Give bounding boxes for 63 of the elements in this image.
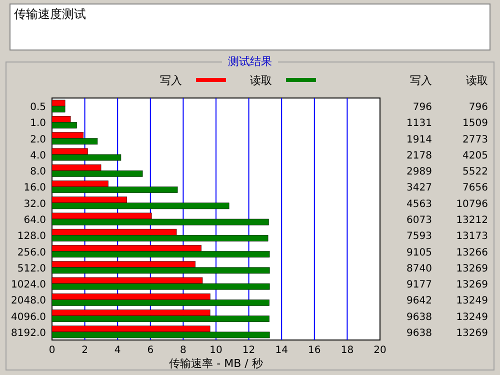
x-tick-label: 8 [180,345,186,356]
text: 2178 [406,150,432,162]
text: 2773 [462,134,488,146]
text: 4563 [406,198,432,210]
text: 读取 [466,74,488,87]
text: 9105 [406,247,432,258]
x-tick-label: 6 [147,345,154,356]
x-tick-label: 2 [82,345,88,356]
chart-subtitle: 测试结果 [228,55,272,68]
chart-title: 传输速度测试 [14,7,86,21]
y-tick-label: 1024.0 [11,280,46,291]
y-tick-label: 8192.0 [11,328,46,339]
y-tick-label: 4096.0 [11,312,46,323]
text: 9642 [406,296,432,307]
y-tick-label: 2048.0 [11,296,46,307]
x-tick-label: 20 [374,345,386,356]
text: 13269 [456,263,488,274]
y-tick-label: 2.0 [30,134,46,146]
text: 7593 [406,231,432,242]
text: 9638 [406,312,432,323]
x-tick-label: 10 [210,345,222,356]
text: 写入 [410,74,432,87]
text: 796 [468,102,488,114]
x-tick-label: 12 [242,345,256,356]
text: 7656 [462,182,488,194]
text: 1131 [406,118,432,130]
text: 8740 [406,263,432,274]
x-axis-title: 传输速率 - MB / 秒 [169,357,263,370]
text: 9177 [406,280,432,291]
text: 13269 [456,328,488,339]
y-tick-label: 64.0 [24,215,46,226]
text: 13249 [456,296,488,307]
text: 6073 [406,215,432,226]
x-tick-label: 18 [340,345,354,356]
text: 10796 [456,198,488,210]
y-tick-label: 128.0 [17,231,46,242]
y-tick-label: 512.0 [17,263,46,274]
text: 1914 [406,134,432,146]
text: 13249 [456,312,488,323]
text: 13173 [456,231,488,242]
text: 13269 [456,280,488,291]
y-tick-label: 4.0 [30,150,46,162]
text: 2989 [406,166,432,178]
text: 1509 [462,118,488,130]
legend-label: 读取 [250,74,272,87]
y-tick-label: 256.0 [17,247,46,258]
x-tick-label: 0 [48,345,56,356]
text: 3427 [406,182,432,194]
x-tick-label: 16 [308,345,321,356]
y-tick-label: 32.0 [24,198,46,210]
text: 796 [412,102,432,114]
text: 5522 [462,166,488,178]
y-tick-label: 1.0 [30,118,46,130]
text: 13212 [456,215,488,226]
y-tick-label: 16.0 [24,182,46,194]
text: 13266 [456,247,488,258]
legend-label: 写入 [160,74,182,87]
y-tick-label: 0.5 [30,102,46,114]
y-tick-label: 8.0 [30,166,46,178]
text: 4205 [462,150,488,162]
x-tick-label: 14 [275,345,288,356]
text: 9638 [406,328,432,339]
x-tick-label: 4 [114,345,121,356]
